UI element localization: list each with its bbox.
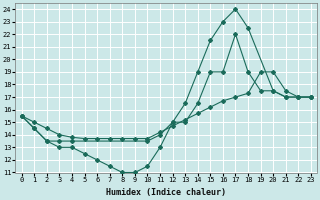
X-axis label: Humidex (Indice chaleur): Humidex (Indice chaleur) <box>106 188 226 197</box>
